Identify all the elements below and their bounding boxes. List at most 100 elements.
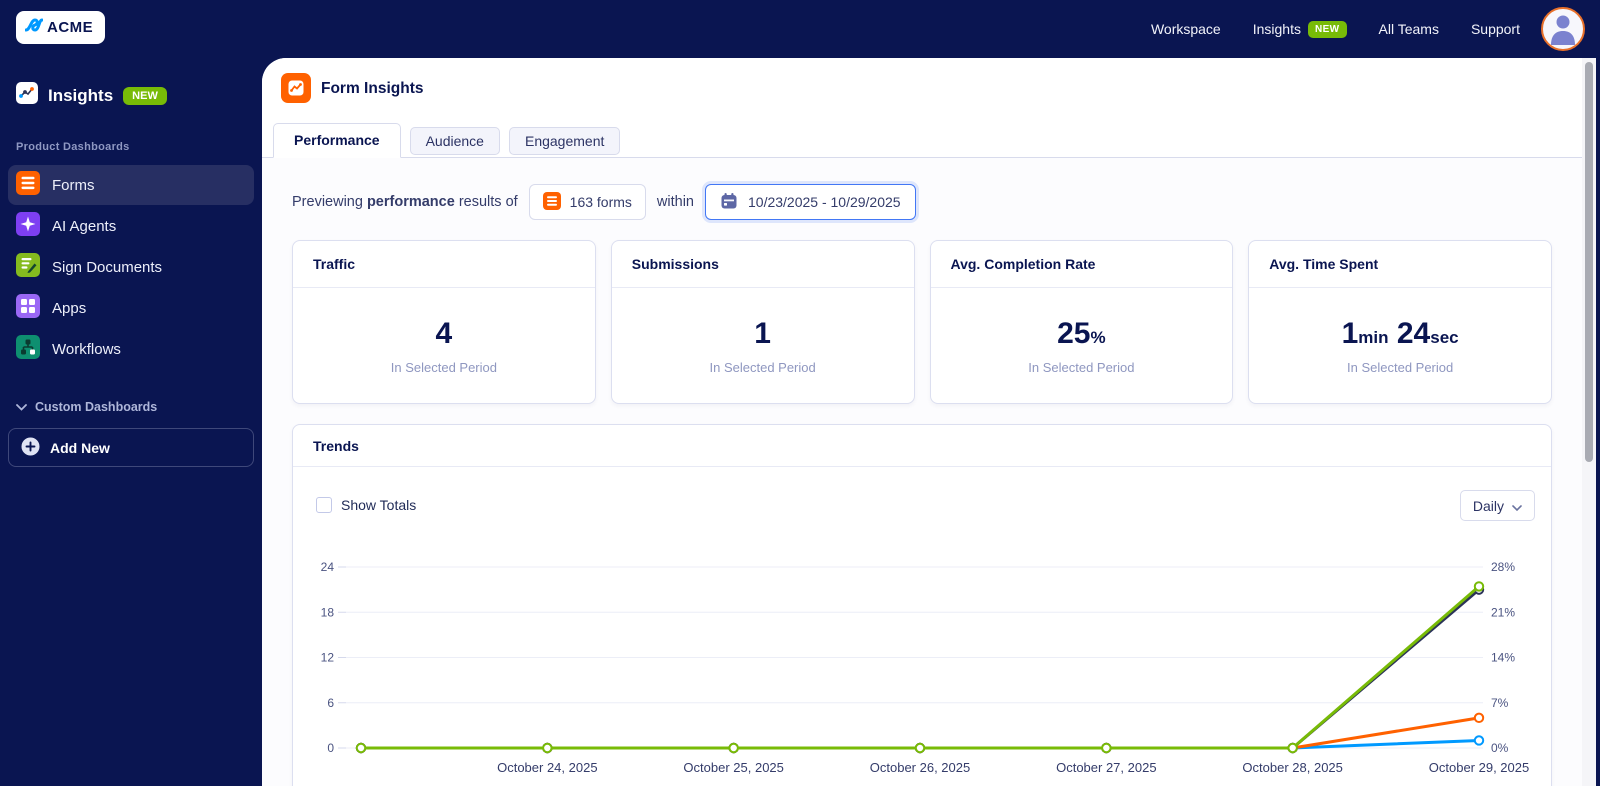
stat-caption: In Selected Period xyxy=(709,359,816,375)
tabs-row: Performance Audience Engagement xyxy=(262,123,1582,158)
series-line-avg-completion-rate- xyxy=(361,585,1480,750)
sidebar-item-label: Sign Documents xyxy=(52,258,163,276)
sidebar-section-label: Product Dashboards xyxy=(16,141,130,153)
right-axis-tick-label: 7% xyxy=(1491,696,1509,710)
right-axis-tick-label: 0% xyxy=(1491,741,1509,755)
stat-card-title: Avg. Time Spent xyxy=(1249,241,1551,288)
interval-dropdown[interactable]: Daily xyxy=(1459,490,1535,521)
plus-circle-icon xyxy=(21,437,40,459)
data-point-avg-completion-rate-[interactable] xyxy=(1101,742,1112,754)
left-axis-tick-label: 12 xyxy=(321,651,335,665)
topnav-label: Support xyxy=(1470,21,1520,37)
user-avatar[interactable] xyxy=(1541,7,1585,51)
stat-card-avg-time-spent: Avg. Time Spent 1 min 24 sec In Selected Per… xyxy=(1248,240,1552,404)
ai-agents-icon xyxy=(16,211,40,241)
interval-value: Daily xyxy=(1472,497,1504,514)
sidebar-item-forms[interactable]: Forms xyxy=(8,165,254,205)
stat-value: 1 min 24 sec xyxy=(1342,317,1459,351)
stat-card-title: Traffic xyxy=(293,241,595,288)
trends-title: Trends xyxy=(293,425,1551,467)
sidebar: Insights NEW Product Dashboards Forms AI … xyxy=(0,58,262,786)
trends-card: Trends Show Totals Daily 24 28% 18 21% 12 14%… xyxy=(292,424,1552,786)
stat-card-avg-completion-rate: Avg. Completion Rate 25% In Selected Perio… xyxy=(929,240,1234,404)
page-header: Form Insights xyxy=(262,58,1582,125)
date-range-button[interactable]: 10/23/2025 - 10/29/2025 xyxy=(705,184,916,220)
data-point-avg-completion-rate-[interactable] xyxy=(355,742,367,754)
sidebar-item-workflows[interactable]: Workflows xyxy=(8,329,254,369)
sidebar-item-label: Workflows xyxy=(52,340,121,358)
sidebar-item-label: Forms xyxy=(52,176,95,194)
topnav-insights[interactable]: Insights NEW xyxy=(1252,20,1347,38)
topnav-all-teams[interactable]: All Teams xyxy=(1379,21,1439,37)
left-axis-tick-label: 0 xyxy=(327,741,334,755)
acme-logo[interactable]: ACME xyxy=(16,11,106,44)
stat-card-body: 4 In Selected Period xyxy=(293,288,595,403)
sidebar-item-sign-documents[interactable]: Sign Documents xyxy=(8,247,254,287)
scrollbar-track[interactable] xyxy=(1582,58,1596,786)
x-axis-label: October 24, 2025 xyxy=(497,760,597,775)
workflows-icon xyxy=(16,334,40,364)
data-point-avg-completion-rate-[interactable] xyxy=(914,742,926,754)
checkbox-icon xyxy=(316,497,332,513)
stat-card-title: Submissions xyxy=(611,241,914,288)
filter-text: Previewing performance results of xyxy=(292,194,518,210)
form-icon xyxy=(542,191,561,213)
sign-documents-icon xyxy=(16,252,40,282)
stat-value: 25% xyxy=(1057,317,1106,351)
forms-icon xyxy=(16,170,40,200)
topnav-support[interactable]: Support xyxy=(1471,21,1520,37)
stat-card-title: Avg. Completion Rate xyxy=(930,241,1233,288)
acme-logo-icon xyxy=(24,17,44,38)
data-point-avg-completion-rate-[interactable] xyxy=(1287,742,1298,754)
left-axis-tick-label: 6 xyxy=(327,696,334,710)
stat-card-traffic: Traffic 4 In Selected Period xyxy=(292,240,596,404)
stat-card-submissions: Submissions 1 In Selected Period xyxy=(610,240,915,404)
x-axis-label: October 27, 2025 xyxy=(1056,760,1156,775)
data-point-avg-completion-rate-[interactable] xyxy=(1473,581,1485,592)
sidebar-item-apps[interactable]: Apps xyxy=(8,288,254,328)
stat-card-body: 1 min 24 sec In Selected Period xyxy=(1249,288,1551,403)
add-new-button[interactable]: Add New xyxy=(8,428,254,467)
sidebar-item-custom-dashboards[interactable]: Custom Dashboards xyxy=(0,370,262,414)
data-point-avg-completion-rate-[interactable] xyxy=(542,742,553,754)
topnav-label: Insights xyxy=(1252,21,1301,37)
stat-cards: Traffic 4 In Selected Period Submissions 1 In… xyxy=(292,240,1552,404)
forms-filter-button[interactable]: 163 forms xyxy=(528,184,646,220)
sidebar-item-ai-agents[interactable]: AI Agents xyxy=(8,206,254,246)
stat-value-part: 1 xyxy=(754,316,771,350)
stat-value-part: 4 xyxy=(435,316,453,350)
left-axis-tick-label: 18 xyxy=(321,605,335,619)
stat-card-body: 1 In Selected Period xyxy=(612,288,914,403)
calendar-icon xyxy=(720,192,738,213)
stat-value-part: % xyxy=(1090,327,1106,347)
sidebar-menu: Forms AI Agents Sign Documents Apps Workflow… xyxy=(0,165,262,369)
tab-engagement[interactable]: Engagement xyxy=(508,127,621,155)
page-title: Form Insights xyxy=(321,80,424,97)
stat-value: 4 xyxy=(436,317,453,351)
stat-value: 1 xyxy=(754,317,771,351)
tab-performance[interactable]: Performance xyxy=(273,123,401,158)
show-totals-checkbox[interactable]: Show Totals xyxy=(316,497,416,513)
stat-caption: In Selected Period xyxy=(390,359,497,375)
new-badge: NEW xyxy=(1307,20,1347,38)
chart-svg: 24 28% 18 21% 12 14% 6 7% 0 0% October 24, 2025 Oct… xyxy=(321,560,1530,775)
forms-filter-label: 163 forms xyxy=(569,194,632,210)
data-point-traffic[interactable] xyxy=(1473,712,1485,724)
right-axis-tick-label: 28% xyxy=(1491,560,1515,574)
brand-name: ACME xyxy=(47,19,94,36)
stat-value-part: 24 xyxy=(1388,316,1431,350)
stat-value-part: sec xyxy=(1430,327,1459,347)
data-point-avg-completion-rate-[interactable] xyxy=(728,742,739,754)
trends-controls: Show Totals Daily xyxy=(293,467,1551,533)
stat-value-part: min xyxy=(1358,327,1389,347)
data-point-submissions[interactable] xyxy=(1473,735,1485,746)
topnav-label: All Teams xyxy=(1378,21,1439,37)
topnav-workspace[interactable]: Workspace xyxy=(1151,21,1221,37)
tab-audience[interactable]: Audience xyxy=(409,127,500,155)
scrollbar-thumb[interactable] xyxy=(1585,62,1593,462)
stat-value-part: 1 xyxy=(1341,316,1359,350)
add-new-label: Add New xyxy=(50,439,110,456)
topbar: ACME Workspace Insights NEW All Teams Suppor… xyxy=(0,0,1600,58)
right-axis-tick-label: 14% xyxy=(1491,651,1515,665)
custom-dashboards-label: Custom Dashboards xyxy=(35,400,158,414)
